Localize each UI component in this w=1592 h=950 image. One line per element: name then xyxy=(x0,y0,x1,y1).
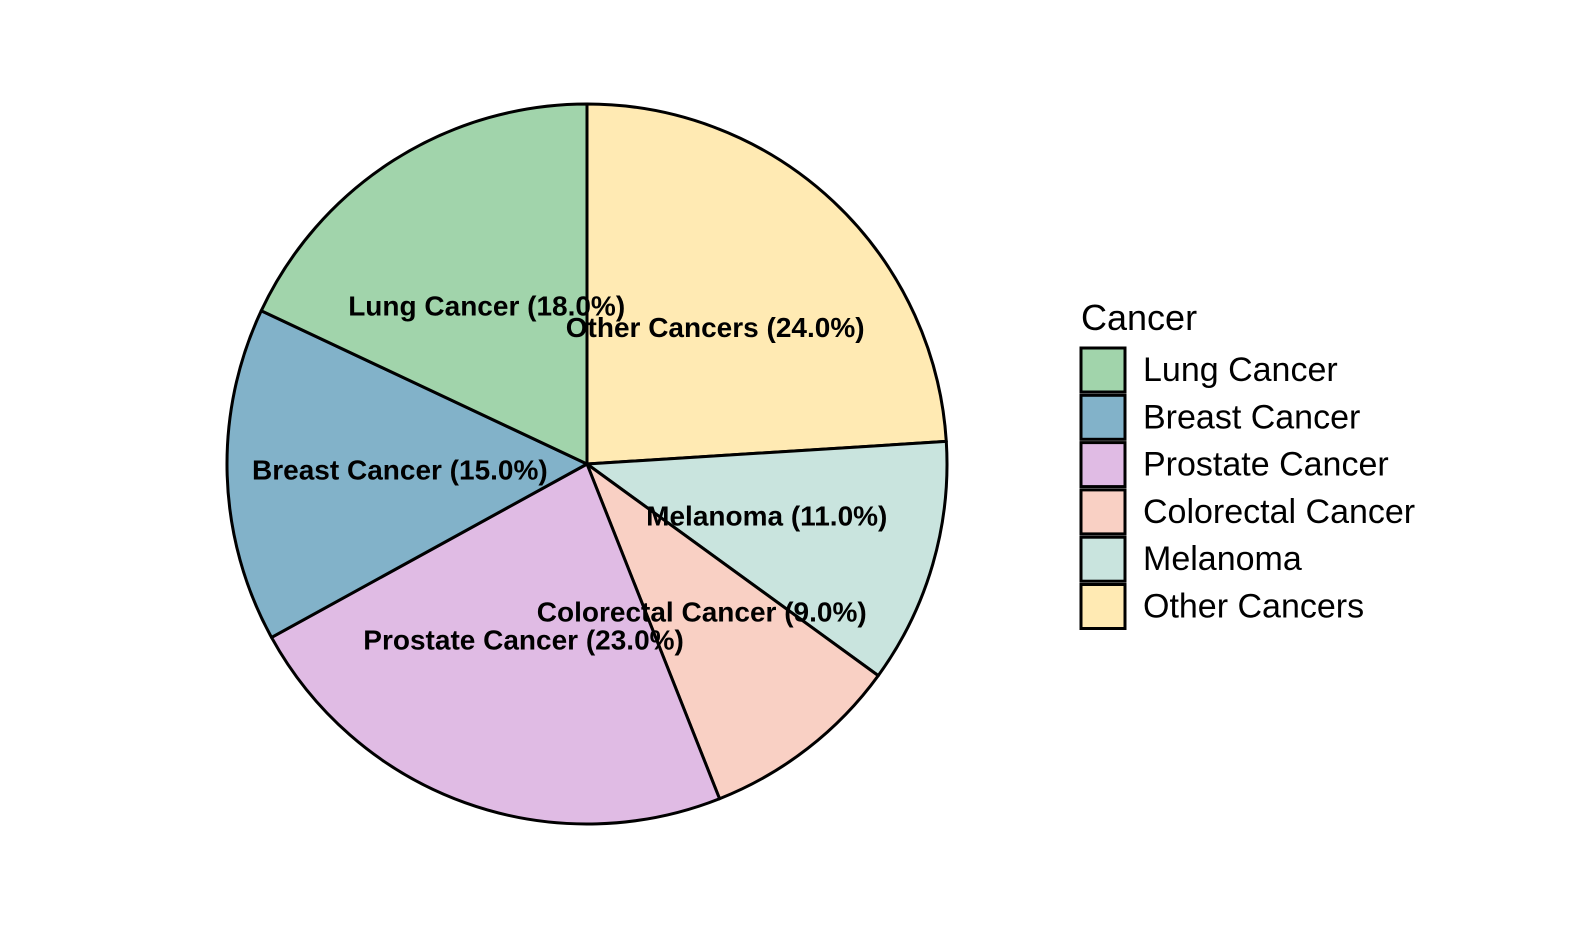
slice-label-melanoma: Melanoma (11.0%) xyxy=(646,501,887,532)
legend-label-colorectal-cancer: Colorectal Cancer xyxy=(1143,493,1415,531)
legend-items: Lung Cancer Breast Cancer Prostate Cancer C… xyxy=(1079,346,1415,630)
legend: Cancer Lung Cancer Breast Cancer Prostate … xyxy=(1079,297,1415,630)
legend-label-other-cancers: Other Cancers xyxy=(1143,588,1364,626)
legend-key-breast-cancer xyxy=(1079,393,1127,441)
legend-title: Cancer xyxy=(1081,297,1197,338)
pie-slice-lung-cancer xyxy=(259,102,589,466)
pie-slice-breast-cancer xyxy=(225,309,589,639)
legend-label-melanoma: Melanoma xyxy=(1143,540,1302,578)
slice-label-breast-cancer: Breast Cancer (15.0%) xyxy=(252,454,548,485)
slice-label-colorectal-cancer: Colorectal Cancer (9.0%) xyxy=(537,596,867,627)
pie-slice-prostate-cancer xyxy=(270,462,722,826)
legend-key-other-cancers xyxy=(1079,583,1127,630)
legend-key-colorectal-cancer xyxy=(1079,488,1127,536)
pie-slices xyxy=(225,102,949,826)
pie-labels: Other Cancers (24.0%) Melanoma (11.0%) Col… xyxy=(252,290,887,655)
legend-key-lung-cancer xyxy=(1079,346,1127,394)
pie-slice-other-cancers xyxy=(585,102,948,466)
legend-key-prostate-cancer xyxy=(1079,441,1127,489)
legend-label-lung-cancer: Lung Cancer xyxy=(1143,351,1338,389)
slice-label-lung-cancer: Lung Cancer (18.0%) xyxy=(348,290,625,321)
legend-key-melanoma xyxy=(1079,535,1127,583)
slice-label-other-cancers: Other Cancers (24.0%) xyxy=(566,312,865,343)
pie-slice-melanoma xyxy=(585,439,949,678)
legend-label-breast-cancer: Breast Cancer xyxy=(1143,398,1360,436)
slice-label-prostate-cancer: Prostate Cancer (23.0%) xyxy=(363,625,684,656)
legend-label-prostate-cancer: Prostate Cancer xyxy=(1143,446,1389,484)
pie-slice-colorectal-cancer xyxy=(585,462,880,801)
